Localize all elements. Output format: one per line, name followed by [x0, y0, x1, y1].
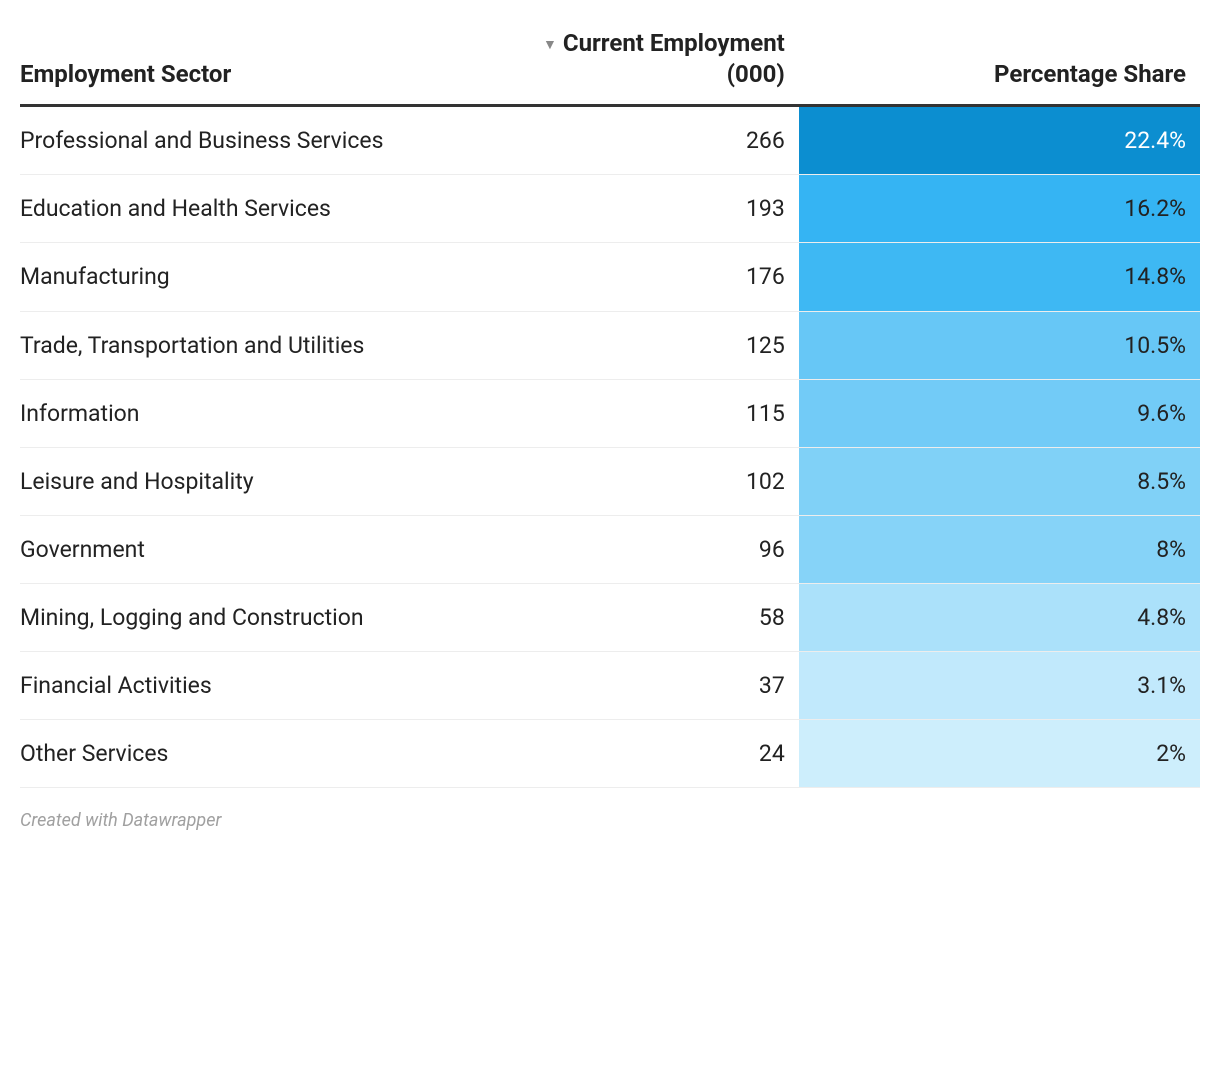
table-row: Mining, Logging and Construction584.8% [20, 583, 1200, 651]
cell-share: 14.8% [799, 243, 1200, 311]
cell-employment: 266 [516, 106, 799, 175]
cell-sector: Education and Health Services [20, 175, 516, 243]
cell-employment: 193 [516, 175, 799, 243]
table-row: Trade, Transportation and Utilities12510… [20, 311, 1200, 379]
cell-share: 10.5% [799, 311, 1200, 379]
table-row: Government968% [20, 515, 1200, 583]
table-row: Education and Health Services19316.2% [20, 175, 1200, 243]
cell-employment: 24 [516, 719, 799, 787]
cell-employment: 96 [516, 515, 799, 583]
table-row: Professional and Business Services26622.… [20, 106, 1200, 175]
cell-employment: 176 [516, 243, 799, 311]
table-row: Other Services242% [20, 719, 1200, 787]
cell-sector: Professional and Business Services [20, 106, 516, 175]
table-row: Manufacturing17614.8% [20, 243, 1200, 311]
header-employment-label: Current Employment (000) [563, 29, 785, 88]
cell-sector: Financial Activities [20, 651, 516, 719]
header-share[interactable]: Percentage Share [799, 20, 1200, 106]
data-table: Employment Sector ▼ Current Employment (0… [20, 20, 1200, 788]
sort-down-icon: ▼ [543, 36, 557, 54]
cell-sector: Other Services [20, 719, 516, 787]
footer-attribution: Created with Datawrapper [20, 810, 1200, 831]
cell-sector: Manufacturing [20, 243, 516, 311]
cell-share: 9.6% [799, 379, 1200, 447]
header-row: Employment Sector ▼ Current Employment (0… [20, 20, 1200, 106]
cell-share: 2% [799, 719, 1200, 787]
cell-share: 8% [799, 515, 1200, 583]
table-body: Professional and Business Services26622.… [20, 106, 1200, 787]
cell-sector: Leisure and Hospitality [20, 447, 516, 515]
header-sector[interactable]: Employment Sector [20, 20, 516, 106]
cell-share: 16.2% [799, 175, 1200, 243]
cell-employment: 102 [516, 447, 799, 515]
header-employment[interactable]: ▼ Current Employment (000) [516, 20, 799, 106]
cell-sector: Government [20, 515, 516, 583]
header-share-label: Percentage Share [994, 60, 1186, 88]
cell-employment: 125 [516, 311, 799, 379]
cell-sector: Mining, Logging and Construction [20, 583, 516, 651]
table-row: Financial Activities373.1% [20, 651, 1200, 719]
cell-employment: 58 [516, 583, 799, 651]
cell-sector: Information [20, 379, 516, 447]
cell-share: 4.8% [799, 583, 1200, 651]
table-row: Leisure and Hospitality1028.5% [20, 447, 1200, 515]
cell-employment: 115 [516, 379, 799, 447]
employment-table: Employment Sector ▼ Current Employment (0… [20, 20, 1200, 831]
cell-sector: Trade, Transportation and Utilities [20, 311, 516, 379]
header-sector-label: Employment Sector [20, 60, 231, 88]
table-row: Information1159.6% [20, 379, 1200, 447]
cell-share: 22.4% [799, 106, 1200, 175]
cell-share: 3.1% [799, 651, 1200, 719]
cell-share: 8.5% [799, 447, 1200, 515]
cell-employment: 37 [516, 651, 799, 719]
